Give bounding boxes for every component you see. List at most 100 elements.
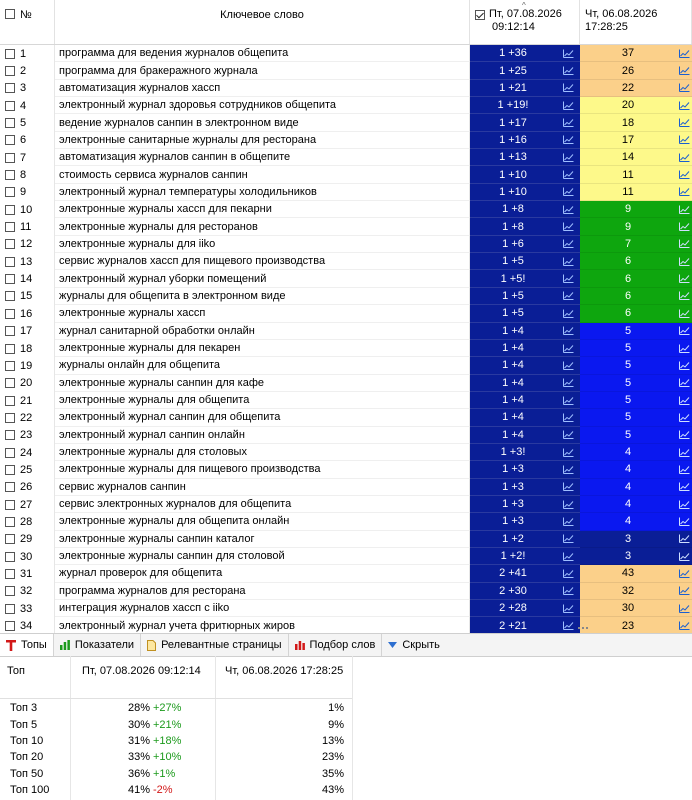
table-row[interactable]: 24 электронные журналы для столовых 1 +3! 4 <box>0 443 692 462</box>
row-number-cell[interactable]: 33 <box>0 600 55 618</box>
position-chart-icon[interactable] <box>556 621 580 631</box>
period2-position-cell[interactable]: 43 <box>580 565 692 583</box>
period1-position-cell[interactable]: 1 +8 <box>470 201 580 219</box>
keyword-cell[interactable]: электронные журналы для пищевого произво… <box>55 461 470 479</box>
position-chart-icon[interactable] <box>676 49 692 58</box>
keyword-cell[interactable]: электронный журнал уборки помещений <box>55 270 470 288</box>
row-checkbox[interactable] <box>5 100 15 111</box>
period2-position-cell[interactable]: 37 <box>580 45 692 63</box>
position-chart-icon[interactable] <box>556 49 580 58</box>
table-row[interactable]: 2 программа для бракеражного журнала 1 +25… <box>0 62 692 80</box>
position-chart-icon[interactable] <box>676 448 692 457</box>
keyword-cell[interactable]: автоматизация журналов санпин в общепите <box>55 149 470 167</box>
row-checkbox[interactable] <box>5 360 15 371</box>
row-number-cell[interactable]: 7 <box>0 149 55 167</box>
position-chart-icon[interactable] <box>676 621 692 631</box>
row-number-cell[interactable]: 16 <box>0 305 55 323</box>
period2-position-cell[interactable]: 5 <box>580 322 692 340</box>
table-row[interactable]: 29 электронные журналы санпин каталог 1 +2… <box>0 530 692 548</box>
table-row[interactable]: 25 электронные журналы для пищевого произ… <box>0 461 692 479</box>
period2-position-cell[interactable]: 5 <box>580 409 692 427</box>
row-checkbox[interactable] <box>5 464 15 475</box>
period2-position-cell[interactable]: 4 <box>580 443 692 462</box>
period1-position-cell[interactable]: 1 +3! <box>470 443 580 462</box>
tops-row[interactable]: Топ 3 28% +27% 1% <box>0 700 352 716</box>
row-number-cell[interactable]: 28 <box>0 513 55 531</box>
table-row[interactable]: 1 программа для ведения журналов общепита… <box>0 45 692 63</box>
row-checkbox[interactable] <box>5 274 15 285</box>
position-chart-icon[interactable] <box>676 361 692 370</box>
period2-position-cell[interactable]: 4 <box>580 513 692 531</box>
period2-position-cell[interactable]: 5 <box>580 391 692 410</box>
position-chart-icon[interactable] <box>556 66 580 76</box>
row-checkbox[interactable] <box>5 204 15 215</box>
table-row[interactable]: 20 электронные журналы санпин для кафе 1 +… <box>0 374 692 392</box>
position-chart-icon[interactable] <box>676 465 692 474</box>
row-checkbox[interactable] <box>5 551 15 562</box>
position-chart-icon[interactable] <box>556 239 580 249</box>
period2-position-cell[interactable]: 14 <box>580 149 692 167</box>
table-row[interactable]: 14 электронный журнал уборки помещений 1 +… <box>0 270 692 288</box>
period1-position-cell[interactable]: 2 +30 <box>470 582 580 600</box>
position-chart-icon[interactable] <box>676 291 692 301</box>
row-number-cell[interactable]: 2 <box>0 62 55 80</box>
position-chart-icon[interactable] <box>556 465 580 474</box>
tops-row[interactable]: Топ 50 36% +1% 35% <box>0 766 352 782</box>
position-chart-icon[interactable] <box>556 101 580 110</box>
tops-row[interactable]: Топ 10 31% +18% 13% <box>0 733 352 749</box>
table-row[interactable]: 32 программа журналов для ресторана 2 +30 3… <box>0 582 692 600</box>
panel-splitter[interactable] <box>578 627 594 631</box>
position-chart-icon[interactable] <box>556 396 580 405</box>
period1-position-cell[interactable]: 2 +21 <box>470 617 580 635</box>
row-number-cell[interactable]: 12 <box>0 235 55 254</box>
tab-word-selection[interactable]: Подбор слов <box>289 634 383 656</box>
table-row[interactable]: 26 сервис журналов санпин 1 +3 4 <box>0 478 692 496</box>
position-chart-icon[interactable] <box>556 500 580 509</box>
row-checkbox[interactable] <box>5 66 15 77</box>
header-period2-cell[interactable]: Чт, 06.08.2026 17:28:25 <box>580 0 692 44</box>
period1-position-cell[interactable]: 1 +10 <box>470 183 580 202</box>
position-chart-icon[interactable] <box>556 153 580 162</box>
header-keyword-cell[interactable]: Ключевое слово <box>55 0 470 44</box>
period2-position-cell[interactable]: 6 <box>580 253 692 271</box>
keyword-cell[interactable]: сервис журналов хассп для пищевого произ… <box>55 253 470 271</box>
period2-position-cell[interactable]: 26 <box>580 62 692 80</box>
row-number-cell[interactable]: 8 <box>0 166 55 184</box>
period1-position-cell[interactable]: 1 +4 <box>470 339 580 358</box>
position-chart-icon[interactable] <box>556 482 580 492</box>
row-checkbox[interactable] <box>5 603 15 614</box>
period1-position-cell[interactable]: 1 +3 <box>470 461 580 479</box>
tops-row[interactable]: Топ 5 30% +21% 9% <box>0 716 352 732</box>
table-row[interactable]: 21 электронные журналы для общепита 1 +4 5 <box>0 391 692 410</box>
period1-position-cell[interactable]: 1 +10 <box>470 166 580 184</box>
keyword-cell[interactable]: электронные журналы для ресторанов <box>55 218 470 236</box>
period1-position-cell[interactable]: 1 +21 <box>470 79 580 98</box>
table-row[interactable]: 28 электронные журналы для общепита онлай… <box>0 513 692 531</box>
position-chart-icon[interactable] <box>676 500 692 509</box>
period1-position-cell[interactable]: 1 +2 <box>470 530 580 548</box>
table-row[interactable]: 27 сервис электронных журналов для общепи… <box>0 495 692 514</box>
row-checkbox[interactable] <box>5 447 15 458</box>
keyword-cell[interactable]: интеграция журналов хассп с iiko <box>55 600 470 618</box>
position-chart-icon[interactable] <box>556 344 580 353</box>
period1-position-cell[interactable]: 1 +4 <box>470 374 580 392</box>
position-chart-icon[interactable] <box>676 309 692 318</box>
period2-position-cell[interactable]: 22 <box>580 79 692 98</box>
keyword-cell[interactable]: электронные журналы для iiko <box>55 235 470 254</box>
position-chart-icon[interactable] <box>556 222 580 232</box>
keyword-cell[interactable]: электронный журнал здоровья сотрудников … <box>55 97 470 115</box>
table-row[interactable]: 18 электронные журналы для пекарен 1 +4 5 <box>0 339 692 358</box>
row-number-cell[interactable]: 13 <box>0 253 55 271</box>
position-chart-icon[interactable] <box>676 222 692 232</box>
position-chart-icon[interactable] <box>556 378 580 388</box>
tab-metrics[interactable]: Показатели <box>54 634 142 656</box>
keyword-cell[interactable]: журналы онлайн для общепита <box>55 357 470 375</box>
period1-position-cell[interactable]: 1 +2! <box>470 547 580 566</box>
tab-relevant-pages[interactable]: Релевантные страницы <box>141 634 289 656</box>
keyword-cell[interactable]: журнал санитарной обработки онлайн <box>55 322 470 340</box>
row-checkbox[interactable] <box>5 343 15 354</box>
period1-position-cell[interactable]: 1 +4 <box>470 426 580 444</box>
keyword-cell[interactable]: электронные санитарные журналы для ресто… <box>55 131 470 150</box>
header-period1-cell[interactable]: ^ Пт, 07.08.2026 09:12:14 <box>470 0 580 44</box>
period1-checkbox[interactable] <box>475 9 485 20</box>
